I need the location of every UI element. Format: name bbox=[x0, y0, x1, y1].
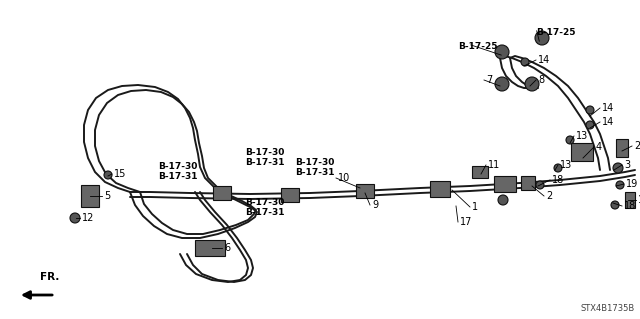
Text: B-17-31: B-17-31 bbox=[158, 172, 198, 181]
Text: B-17-25: B-17-25 bbox=[536, 28, 575, 37]
Circle shape bbox=[535, 31, 549, 45]
Circle shape bbox=[498, 195, 508, 205]
Text: FR.: FR. bbox=[40, 272, 60, 282]
Text: 14: 14 bbox=[602, 103, 614, 113]
Circle shape bbox=[586, 106, 594, 114]
Bar bbox=[356, 184, 374, 198]
Circle shape bbox=[495, 77, 509, 91]
Text: B-17-30: B-17-30 bbox=[245, 148, 284, 157]
Text: 8: 8 bbox=[538, 75, 544, 85]
Circle shape bbox=[536, 181, 544, 189]
Text: 7: 7 bbox=[486, 75, 492, 85]
Bar bbox=[430, 181, 450, 197]
Text: B-17-31: B-17-31 bbox=[245, 208, 285, 217]
Bar bbox=[281, 188, 299, 202]
Text: 4: 4 bbox=[596, 142, 602, 152]
Text: 17: 17 bbox=[460, 217, 472, 227]
Circle shape bbox=[525, 77, 539, 91]
Text: B-17-25: B-17-25 bbox=[458, 42, 497, 51]
Text: 14: 14 bbox=[602, 117, 614, 127]
Text: 13: 13 bbox=[576, 131, 588, 141]
Text: 14: 14 bbox=[538, 55, 550, 65]
Text: 3: 3 bbox=[624, 160, 630, 170]
Circle shape bbox=[566, 136, 574, 144]
Text: 20: 20 bbox=[634, 141, 640, 151]
Circle shape bbox=[554, 164, 562, 172]
Text: B-17-30: B-17-30 bbox=[295, 158, 334, 167]
Bar bbox=[616, 139, 628, 157]
Text: 16: 16 bbox=[638, 195, 640, 205]
Circle shape bbox=[521, 58, 529, 66]
Text: 1: 1 bbox=[472, 202, 478, 212]
Text: 10: 10 bbox=[338, 173, 350, 183]
Text: 5: 5 bbox=[104, 191, 110, 201]
Text: B-17-30: B-17-30 bbox=[245, 198, 284, 207]
Circle shape bbox=[616, 181, 624, 189]
Text: B-17-31: B-17-31 bbox=[295, 168, 335, 177]
Text: 18: 18 bbox=[624, 201, 636, 211]
Bar bbox=[195, 240, 225, 256]
Text: 11: 11 bbox=[488, 160, 500, 170]
Bar bbox=[625, 192, 635, 208]
Bar bbox=[494, 176, 516, 192]
Text: 2: 2 bbox=[546, 191, 552, 201]
Circle shape bbox=[586, 121, 594, 129]
Text: B-17-30: B-17-30 bbox=[158, 162, 197, 171]
Bar bbox=[472, 166, 488, 178]
Circle shape bbox=[613, 163, 623, 173]
Bar bbox=[521, 176, 535, 190]
Text: 13: 13 bbox=[560, 160, 572, 170]
Bar bbox=[571, 143, 593, 161]
Text: 9: 9 bbox=[372, 200, 378, 210]
Text: 18: 18 bbox=[552, 175, 564, 185]
Text: 19: 19 bbox=[626, 179, 638, 189]
Text: 6: 6 bbox=[224, 243, 230, 253]
Circle shape bbox=[611, 201, 619, 209]
Text: 12: 12 bbox=[82, 213, 94, 223]
Text: STX4B1735B: STX4B1735B bbox=[580, 304, 635, 313]
Bar bbox=[81, 185, 99, 207]
Circle shape bbox=[495, 45, 509, 59]
Text: B-17-31: B-17-31 bbox=[245, 158, 285, 167]
Bar bbox=[213, 186, 231, 200]
Circle shape bbox=[70, 213, 80, 223]
Circle shape bbox=[104, 171, 112, 179]
Text: 15: 15 bbox=[114, 169, 126, 179]
